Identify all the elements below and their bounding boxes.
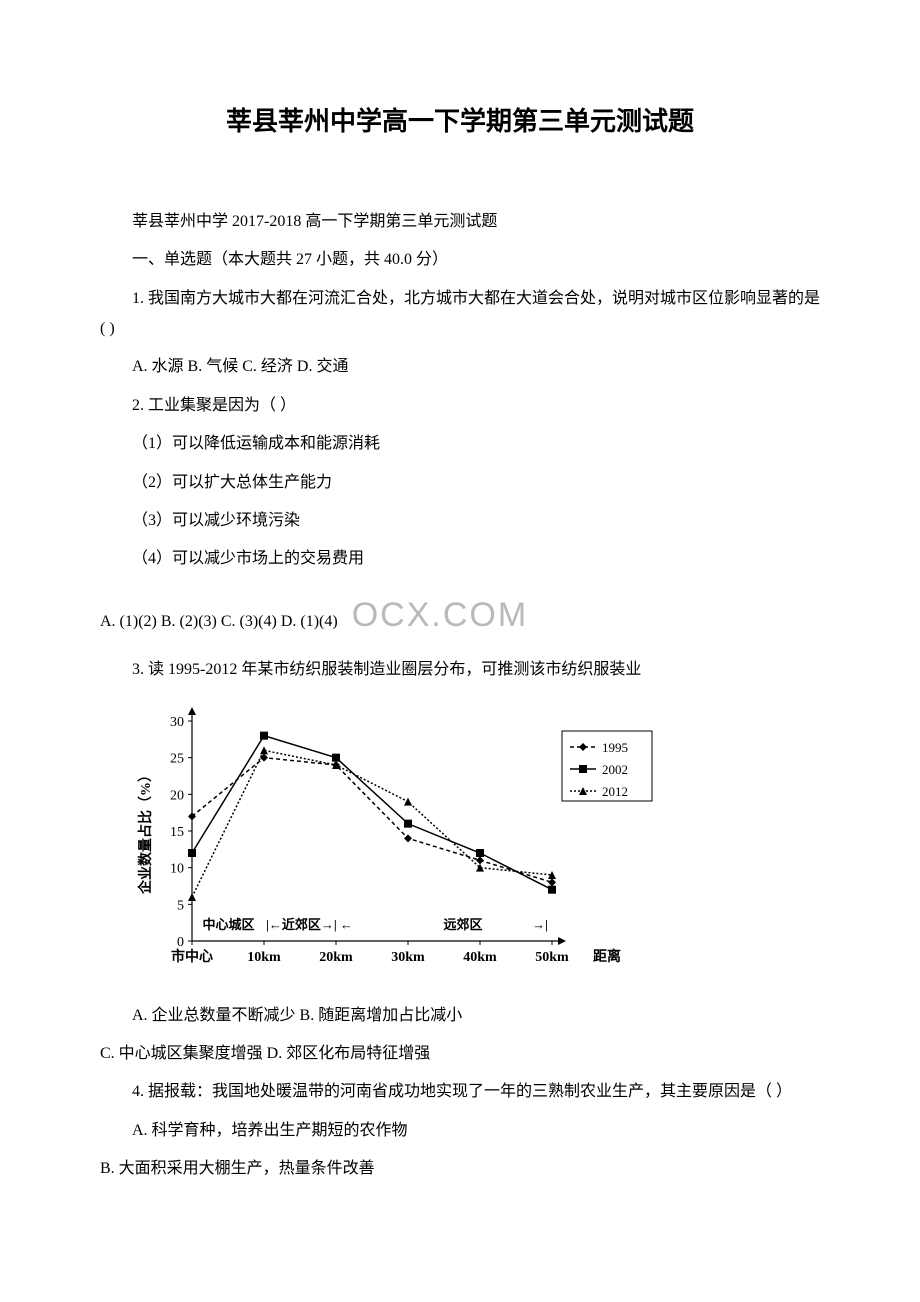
svg-text:30: 30 xyxy=(170,715,184,730)
svg-text:|←近郊区→|: |←近郊区→| xyxy=(266,917,337,932)
q2-opt1: （1）可以降低运输成本和能源消耗 xyxy=(100,429,820,459)
q2-options-line: A. (1)(2) B. (2)(3) C. (3)(4) D. (1)(4) … xyxy=(100,583,820,648)
svg-text:30km: 30km xyxy=(391,950,425,965)
q3-options-cd: C. 中心城区集聚度增强 D. 郊区化布局特征增强 xyxy=(100,1039,820,1069)
svg-text:50km: 50km xyxy=(535,950,569,965)
svg-text:2012: 2012 xyxy=(602,784,628,799)
q4-opt-a: A. 科学育种，培养出生产期短的农作物 xyxy=(100,1116,820,1146)
svg-text:←: ← xyxy=(340,917,353,932)
svg-text:10: 10 xyxy=(170,861,184,876)
svg-text:→|: →| xyxy=(532,917,548,932)
watermark: OCX.COM xyxy=(352,596,528,634)
q2-opt2: （2）可以扩大总体生产能力 xyxy=(100,468,820,498)
svg-text:20: 20 xyxy=(170,788,184,803)
svg-text:中心城区: 中心城区 xyxy=(202,917,254,932)
q2-stem: 2. 工业集聚是因为（ ） xyxy=(100,391,820,421)
q2-options: A. (1)(2) B. (2)(3) C. (3)(4) D. (1)(4) xyxy=(100,613,338,630)
subtitle: 莘县莘州中学 2017-2018 高一下学期第三单元测试题 xyxy=(100,207,820,237)
q4-stem: 4. 据报载：我国地处暖温带的河南省成功地实现了一年的三熟制农业生产，其主要原因… xyxy=(100,1077,820,1107)
q1-options: A. 水源 B. 气候 C. 经济 D. 交通 xyxy=(100,352,820,382)
svg-text:2002: 2002 xyxy=(602,762,628,777)
svg-text:20km: 20km xyxy=(319,950,353,965)
chart: 0 5 10 15 20 25 30 企业数量占比（%） 市中心 10km 20km 30km 40km… xyxy=(100,701,820,991)
section-header: 一、单选题（本大题共 27 小题，共 40.0 分） xyxy=(100,245,820,275)
q3-stem: 3. 读 1995-2012 年某市纺织服装制造业圈层分布，可推测该市纺织服装业 xyxy=(100,655,820,685)
svg-text:10km: 10km xyxy=(247,950,281,965)
svg-text:市中心: 市中心 xyxy=(171,948,213,965)
svg-text:0: 0 xyxy=(177,935,184,950)
q4-opt-b: B. 大面积采用大棚生产，热量条件改善 xyxy=(100,1154,820,1184)
svg-text:25: 25 xyxy=(170,751,184,766)
svg-text:1995: 1995 xyxy=(602,740,628,755)
q2-opt4: （4）可以减少市场上的交易费用 xyxy=(100,544,820,574)
svg-text:远郊区: 远郊区 xyxy=(443,917,482,932)
svg-text:40km: 40km xyxy=(463,950,497,965)
chart-svg: 0 5 10 15 20 25 30 企业数量占比（%） 市中心 10km 20km 30km 40km… xyxy=(132,701,692,991)
svg-text:距离: 距离 xyxy=(593,948,621,965)
q2-opt3: （3）可以减少环境污染 xyxy=(100,506,820,536)
page-title: 莘县莘州中学高一下学期第三单元测试题 xyxy=(100,97,820,146)
svg-text:企业数量占比（%）: 企业数量占比（%） xyxy=(137,768,154,895)
svg-text:5: 5 xyxy=(177,898,184,913)
q3-options-ab: A. 企业总数量不断减少 B. 随距离增加占比减小 xyxy=(100,1001,820,1031)
q1-stem: 1. 我国南方大城市大都在河流汇合处，北方城市大都在大道会合处，说明对城市区位影… xyxy=(100,284,820,345)
svg-text:15: 15 xyxy=(170,825,184,840)
